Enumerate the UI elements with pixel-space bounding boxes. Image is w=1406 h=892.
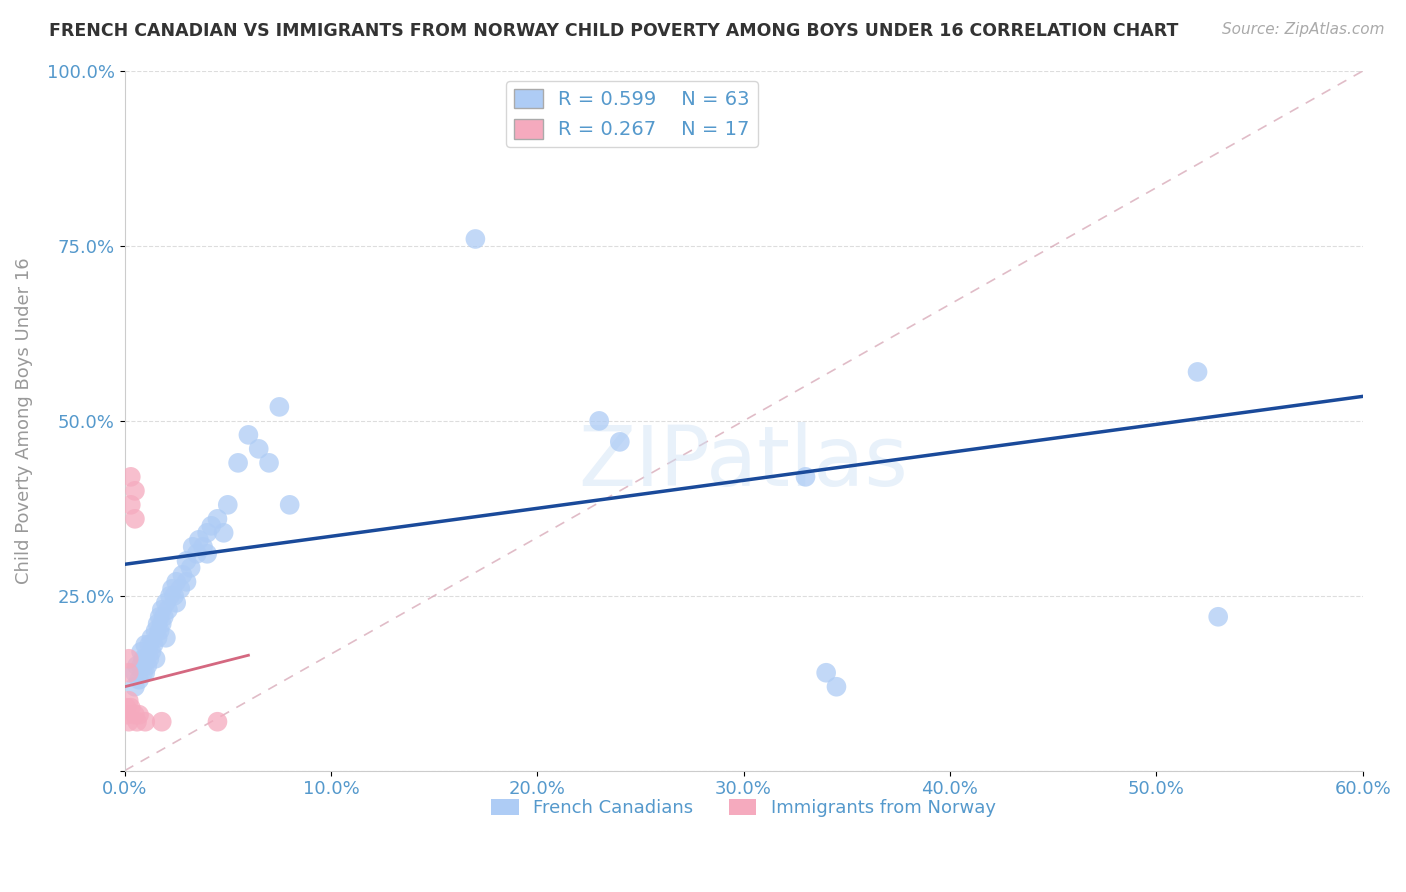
Point	[278, 498, 301, 512]
Point	[118, 652, 141, 666]
Point	[145, 652, 167, 666]
Point	[128, 707, 150, 722]
Point	[247, 442, 270, 456]
Point	[160, 582, 183, 596]
Point	[609, 434, 631, 449]
Text: FRENCH CANADIAN VS IMMIGRANTS FROM NORWAY CHILD POVERTY AMONG BOYS UNDER 16 CORR: FRENCH CANADIAN VS IMMIGRANTS FROM NORWA…	[49, 22, 1178, 40]
Point	[132, 665, 155, 680]
Point	[149, 624, 172, 638]
Point	[124, 707, 146, 722]
Point	[120, 700, 142, 714]
Point	[176, 574, 198, 589]
Point	[136, 658, 159, 673]
Legend: French Canadians, Immigrants from Norway: French Canadians, Immigrants from Norway	[484, 792, 1002, 824]
Point	[134, 665, 156, 680]
Point	[138, 638, 160, 652]
Point	[269, 400, 291, 414]
Point	[141, 645, 163, 659]
Point	[588, 414, 610, 428]
Point	[207, 714, 229, 729]
Point	[794, 470, 817, 484]
Point	[156, 603, 179, 617]
Y-axis label: Child Poverty Among Boys Under 16: Child Poverty Among Boys Under 16	[15, 258, 32, 584]
Point	[145, 624, 167, 638]
Point	[146, 616, 169, 631]
Point	[124, 665, 146, 680]
Point	[180, 561, 202, 575]
Point	[153, 609, 176, 624]
Point	[115, 707, 138, 722]
Point	[186, 547, 208, 561]
Point	[195, 525, 218, 540]
Point	[159, 589, 181, 603]
Point	[181, 540, 204, 554]
Point	[165, 574, 187, 589]
Point	[187, 533, 209, 547]
Point	[149, 609, 172, 624]
Point	[200, 518, 222, 533]
Point	[238, 428, 260, 442]
Point	[176, 554, 198, 568]
Point	[134, 652, 156, 666]
Point	[155, 631, 177, 645]
Point	[207, 512, 229, 526]
Point	[134, 714, 156, 729]
Point	[191, 540, 214, 554]
Point	[120, 498, 142, 512]
Point	[146, 631, 169, 645]
Text: Source: ZipAtlas.com: Source: ZipAtlas.com	[1222, 22, 1385, 37]
Point	[125, 658, 148, 673]
Point	[128, 673, 150, 687]
Point	[169, 582, 191, 596]
Point	[172, 567, 194, 582]
Point	[125, 714, 148, 729]
Point	[118, 694, 141, 708]
Point	[150, 616, 173, 631]
Point	[226, 456, 249, 470]
Point	[1206, 609, 1229, 624]
Point	[138, 652, 160, 666]
Point	[217, 498, 239, 512]
Point	[155, 596, 177, 610]
Point	[132, 652, 155, 666]
Point	[815, 665, 838, 680]
Point	[129, 658, 152, 673]
Point	[129, 645, 152, 659]
Point	[464, 232, 486, 246]
Point	[141, 631, 163, 645]
Point	[150, 714, 173, 729]
Point	[825, 680, 848, 694]
Point	[124, 483, 146, 498]
Text: ZIPatlas: ZIPatlas	[579, 422, 908, 503]
Point	[124, 512, 146, 526]
Point	[115, 700, 138, 714]
Point	[163, 589, 186, 603]
Point	[118, 714, 141, 729]
Point	[1187, 365, 1209, 379]
Point	[150, 603, 173, 617]
Point	[142, 638, 165, 652]
Point	[120, 470, 142, 484]
Point	[195, 547, 218, 561]
Point	[212, 525, 235, 540]
Point	[257, 456, 280, 470]
Point	[134, 638, 156, 652]
Point	[118, 665, 141, 680]
Point	[165, 596, 187, 610]
Point	[124, 680, 146, 694]
